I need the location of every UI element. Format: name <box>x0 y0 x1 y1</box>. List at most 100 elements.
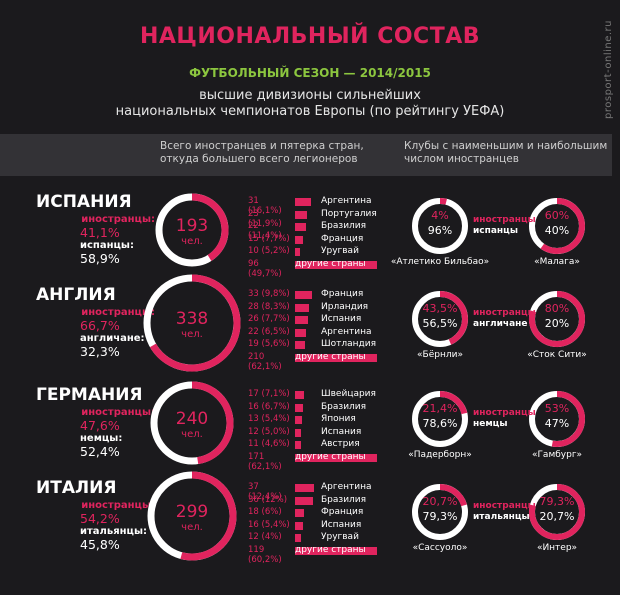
origin-bar <box>295 341 305 349</box>
origin-country-name: Франция <box>321 233 364 244</box>
origin-country-name: Ирландия <box>321 301 369 312</box>
club-max-ring <box>529 484 585 540</box>
origin-country-name: Франция <box>321 507 364 517</box>
origin-count: 18 (6%) <box>248 507 282 517</box>
origin-bar <box>295 248 300 256</box>
origin-count: 13 (5,4%) <box>248 414 290 424</box>
origin-count: 22 (6,5%) <box>248 326 290 337</box>
other-count: 210 (62,1%) <box>248 351 282 372</box>
total-count: 338 <box>175 309 209 329</box>
local-percent: 58,9% <box>80 251 120 266</box>
origin-bar <box>295 223 306 231</box>
origin-country-row: 26 (7,7%) Испания <box>248 314 408 326</box>
club-max-local-pct: 47% <box>544 417 570 430</box>
total-count: 299 <box>175 502 209 522</box>
total-donut-wrap <box>152 190 232 274</box>
local-label: англичане: <box>80 333 145 344</box>
club-min-ring-wrap <box>409 195 471 261</box>
origin-bar <box>295 403 303 412</box>
total-count: 193 <box>175 216 209 236</box>
origin-country-name: Испания <box>321 519 362 530</box>
page-description: высшие дивизионы сильнейших национальных… <box>0 88 620 120</box>
total-donut-foreign-arc <box>191 193 229 261</box>
origin-country-row: 16 (5,4%) Испания <box>248 520 408 532</box>
local-label: итальянцы: <box>80 526 147 537</box>
club-max-name: «Гамбург» <box>531 450 583 460</box>
origin-count: 17 (7,1%) <box>248 389 290 399</box>
origin-count: 16 (5,4%) <box>248 519 290 530</box>
club-min-name: «Сассуоло» <box>412 543 468 553</box>
origin-country-row: 37 (12,4%) Аргентина <box>248 482 408 502</box>
local-label: немцы: <box>80 433 123 444</box>
origin-country-row: 12 (4%) Уругвай <box>248 532 408 544</box>
club-max-foreign-pct: 79,3% <box>539 495 575 508</box>
other-bar <box>295 353 377 362</box>
origin-country-name: Аргентина <box>321 482 372 492</box>
club-max-local-pct: 20% <box>544 317 570 330</box>
origin-bar <box>295 509 304 517</box>
origin-country-name: Испания <box>321 426 362 437</box>
club-min-ring <box>412 484 468 540</box>
other-label: другие страны <box>295 544 366 555</box>
club-max-local-pct: 20,7% <box>539 510 575 523</box>
club-foreign-label: иностранцы <box>473 308 536 318</box>
foreign-percent: 47,6% <box>80 418 120 433</box>
origin-count: 15 (7,7%) <box>248 233 290 244</box>
club-min-name: «Падерборн» <box>408 450 472 460</box>
club-min-ring-foreign-arc <box>439 391 468 415</box>
club-min-local-pct: 96% <box>427 224 453 237</box>
club-min-ring-wrap <box>409 288 471 354</box>
club-max-ring <box>529 198 585 254</box>
origin-country-name: Бразилия <box>321 221 367 231</box>
total-donut <box>150 381 234 465</box>
origin-country-row: 31 (16,1%) Аргентина <box>248 196 408 216</box>
foreign-percent: 54,2% <box>80 511 120 526</box>
other-countries-row: 210 (62,1%) другие страны <box>248 351 408 372</box>
country-name: ГЕРМАНИЯ <box>36 385 143 405</box>
origin-country-name: Португалия <box>321 208 377 219</box>
club-min-ring-wrap <box>409 481 471 547</box>
origin-bar <box>295 496 313 505</box>
foreign-label: иностранцы: <box>81 407 155 418</box>
origin-country-row: 22 (11,4%) Бразилия <box>248 221 408 241</box>
club-max-ring-foreign-arc <box>529 291 585 347</box>
total-donut-wrap <box>147 378 237 472</box>
club-local-label: испанцы <box>473 226 518 236</box>
country-name: АНГЛИЯ <box>36 285 116 305</box>
foreign-percent: 41,1% <box>80 225 120 240</box>
origin-bar <box>295 316 308 324</box>
origin-country-row: 36 (12%) Бразилия <box>248 495 408 507</box>
total-unit: чел. <box>181 522 203 533</box>
right-header-line-2: числом иностранцев <box>404 153 519 165</box>
club-max-ring <box>529 391 585 447</box>
left-header-line-2: откуда большего всего легионеров <box>160 153 358 165</box>
club-max-ring-wrap <box>526 288 588 354</box>
right-header-line-1: Клубы с наименьшим и наибольшим <box>404 140 608 152</box>
club-foreign-label: иностранцы <box>473 408 536 418</box>
page-title: НАЦИОНАЛЬНЫЙ СОСТАВ <box>139 24 480 49</box>
origin-bar <box>295 198 311 206</box>
country-name: ИСПАНИЯ <box>36 192 132 212</box>
column-header-bar <box>0 134 612 176</box>
origin-count: 10 (5,2%) <box>248 246 290 256</box>
origin-count: 23 (11,9%) <box>248 208 282 229</box>
origin-country-name: Австрия <box>321 439 360 449</box>
origin-country-name: Япония <box>321 414 356 424</box>
club-max-foreign-pct: 80% <box>544 302 570 315</box>
club-min-foreign-pct: 4% <box>431 209 449 222</box>
origin-bar <box>295 484 314 492</box>
origin-country-name: Аргентина <box>321 326 372 337</box>
origin-bar <box>295 441 301 449</box>
other-bar <box>295 260 377 269</box>
other-label: другие страны <box>295 351 366 362</box>
origin-count: 37 (12,4%) <box>248 482 282 502</box>
origin-count: 31 (16,1%) <box>248 196 282 216</box>
club-foreign-label: иностранцы <box>473 215 536 225</box>
other-countries-row: 171 (62,1%) другие страны <box>248 452 408 472</box>
club-max-ring-foreign-arc <box>551 391 585 447</box>
foreign-label: иностранцы: <box>81 307 155 318</box>
club-max-name: «Сток Сити» <box>527 350 587 360</box>
foreign-label: иностранцы: <box>81 500 155 511</box>
origin-count: 28 (8,3%) <box>248 301 290 312</box>
origin-country-name: Аргентина <box>321 196 372 206</box>
